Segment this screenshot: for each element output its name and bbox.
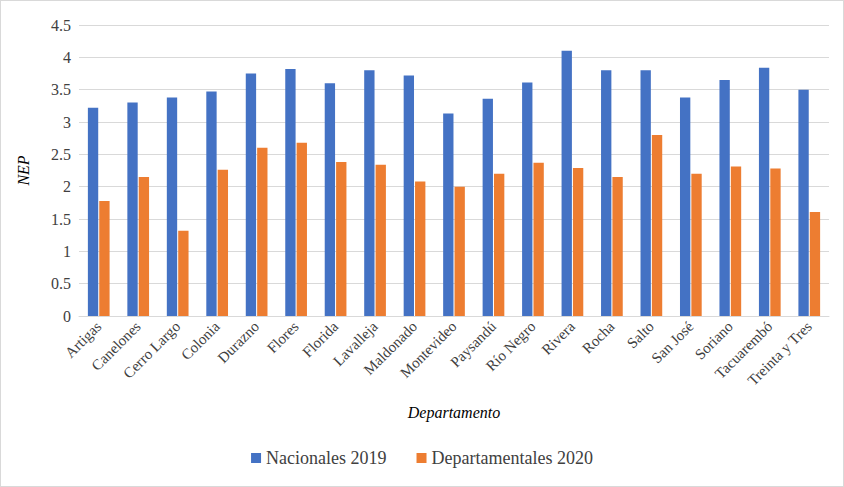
svg-text:3.5: 3.5: [51, 81, 71, 98]
svg-text:2: 2: [63, 178, 71, 195]
svg-text:Artigas: Artigas: [61, 318, 105, 361]
svg-text:Salto: Salto: [624, 318, 657, 351]
svg-text:Nacionales 2019: Nacionales 2019: [266, 448, 386, 468]
svg-text:Río Negro: Río Negro: [483, 318, 539, 374]
svg-text:2.5: 2.5: [51, 146, 71, 163]
svg-text:Montevideo: Montevideo: [397, 318, 460, 381]
svg-text:NEP: NEP: [15, 155, 32, 186]
svg-text:Cerro Largo: Cerro Largo: [120, 318, 183, 381]
svg-text:1: 1: [63, 243, 71, 260]
svg-text:Rivera: Rivera: [539, 318, 579, 358]
svg-text:1.5: 1.5: [51, 211, 71, 228]
svg-text:Departamentales 2020: Departamentales 2020: [432, 448, 593, 468]
svg-text:Maldonado: Maldonado: [360, 318, 421, 378]
svg-text:Durazno: Durazno: [214, 318, 262, 366]
svg-text:3: 3: [63, 114, 71, 131]
svg-text:Rocha: Rocha: [579, 318, 618, 357]
svg-text:Treinta y Tres: Treinta y Tres: [745, 318, 816, 389]
svg-text:Florida: Florida: [299, 318, 342, 361]
svg-text:Flores: Flores: [264, 318, 302, 356]
svg-text:0: 0: [63, 308, 71, 325]
svg-text:4.5: 4.5: [51, 17, 71, 34]
svg-text:Tacuarembó: Tacuarembó: [711, 318, 776, 382]
svg-text:San José: San José: [648, 318, 696, 366]
svg-text:4: 4: [63, 49, 71, 66]
svg-text:Paysandú: Paysandú: [447, 318, 500, 371]
svg-text:Colonia: Colonia: [177, 318, 223, 364]
svg-text:Soriano: Soriano: [691, 318, 736, 363]
svg-text:Canelones: Canelones: [88, 318, 144, 374]
svg-text:Departamento: Departamento: [407, 404, 500, 422]
svg-text:Lavalleja: Lavalleja: [330, 318, 381, 370]
svg-text:0.5: 0.5: [51, 275, 71, 292]
